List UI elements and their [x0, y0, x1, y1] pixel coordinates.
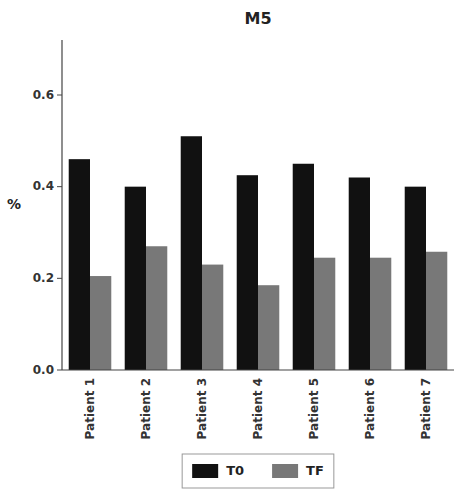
y-tick-label: 0.4: [33, 179, 54, 193]
bar: [370, 258, 391, 370]
bar: [146, 246, 167, 370]
y-tick-label: 0.6: [33, 88, 54, 102]
legend-swatch: [192, 464, 218, 478]
x-tick-label: Patient 3: [195, 378, 209, 439]
y-tick: [57, 370, 62, 371]
x-tick-label: Patient 5: [307, 378, 321, 439]
bar: [349, 178, 370, 371]
x-tick-label: Patient 4: [251, 378, 265, 439]
x-tick-label: Patient 1: [83, 378, 97, 439]
bars: [69, 136, 448, 370]
legend-box: [182, 454, 334, 488]
bar: [237, 175, 258, 370]
legend-swatch: [272, 464, 298, 478]
bar: [258, 285, 279, 370]
bar: [69, 159, 90, 370]
x-tick-label: Patient 7: [419, 378, 433, 439]
bar: [293, 164, 314, 370]
bar: [202, 265, 223, 370]
chart: M5% 0.0 0.2 0.4 0.6 Patient 1 Patient 2 Patient…: [0, 0, 469, 500]
legend-label: TF: [306, 463, 324, 478]
bar: [181, 136, 202, 370]
bar: [405, 187, 426, 370]
y-tick: [57, 95, 62, 96]
legend-label: T0: [226, 463, 244, 478]
bar: [314, 258, 335, 370]
x-tick-label: Patient 2: [139, 378, 153, 439]
x-tick-label: Patient 6: [363, 378, 377, 439]
y-tick-label: 0.2: [33, 271, 54, 285]
y-tick: [57, 186, 62, 187]
x-axis: [62, 369, 454, 370]
y-tick: [57, 278, 62, 279]
legend: T0 TF: [182, 454, 334, 488]
y-axis-label: %: [7, 196, 21, 212]
y-axis: [61, 40, 62, 370]
y-tick-label: 0.0: [33, 363, 54, 377]
bar: [90, 276, 111, 370]
title: M5: [244, 9, 271, 28]
bar: [125, 187, 146, 370]
bar: [426, 252, 447, 370]
